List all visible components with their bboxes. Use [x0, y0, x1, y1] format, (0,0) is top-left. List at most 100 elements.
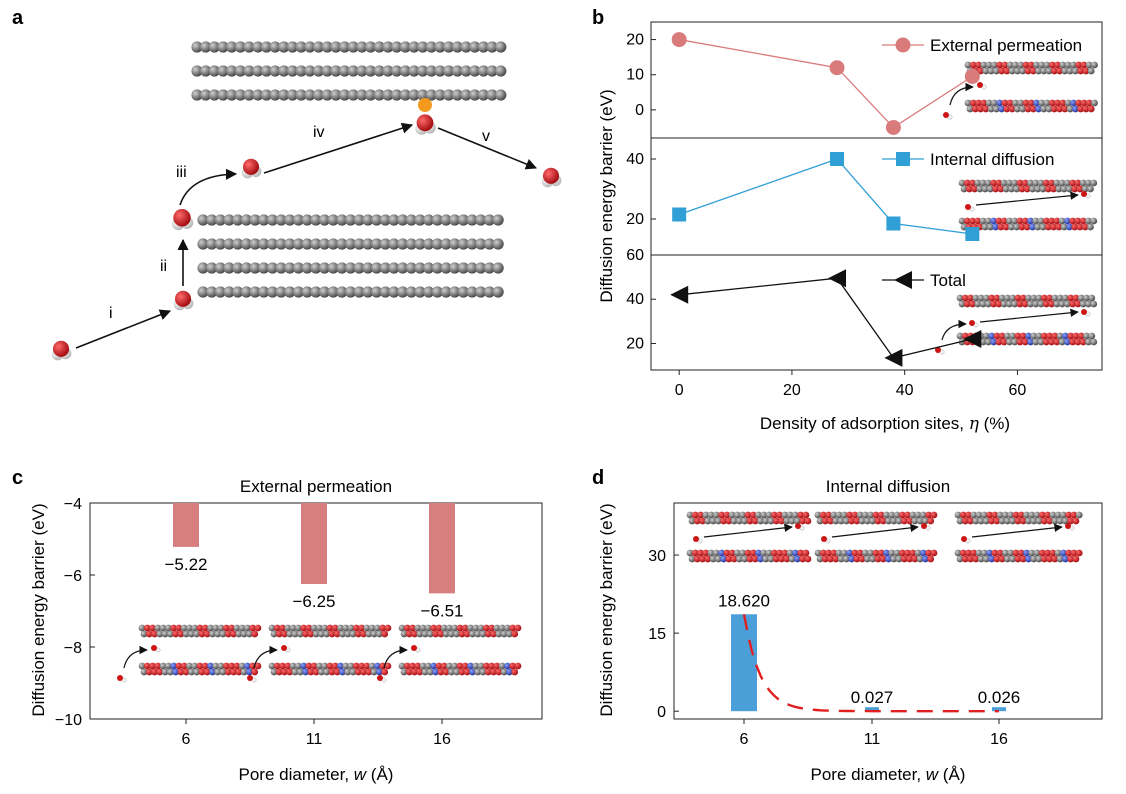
atom: [1049, 511, 1057, 519]
atom: [1067, 332, 1075, 340]
atom: [284, 286, 296, 298]
atom: [977, 67, 984, 75]
atom: [984, 338, 992, 346]
water-molecule: [117, 675, 127, 683]
atom: [972, 294, 980, 302]
atom: [138, 662, 146, 670]
atom: [284, 262, 296, 274]
atom: [223, 238, 235, 250]
atom: [457, 262, 469, 274]
atom: [490, 668, 497, 676]
atom: [1081, 185, 1089, 193]
atom: [469, 630, 476, 638]
water-molecule: [977, 82, 987, 90]
atom: [1030, 517, 1038, 525]
atom: [699, 555, 706, 563]
data-label: −6.25: [292, 592, 335, 611]
atom: [475, 286, 487, 298]
atom: [981, 185, 989, 193]
atom: [874, 555, 882, 563]
x-tick-label: 20: [783, 382, 801, 399]
atom: [842, 555, 850, 563]
atom: [757, 555, 764, 563]
atom: [1050, 67, 1058, 75]
atom: [1048, 338, 1055, 346]
atom: [172, 630, 180, 638]
atom: [258, 214, 270, 226]
y-tick-label: 20: [626, 32, 644, 49]
atom: [1065, 511, 1073, 519]
atom: [720, 555, 728, 563]
atom: [858, 555, 866, 563]
top-layer: [960, 185, 1094, 193]
atom: [191, 624, 199, 632]
atom: [1074, 179, 1082, 187]
atom: [209, 668, 216, 676]
atom: [954, 511, 962, 519]
atom: [431, 238, 443, 250]
atom: [1064, 179, 1071, 187]
atom: [269, 65, 281, 77]
atom: [980, 99, 988, 107]
atom: [1006, 217, 1013, 225]
atom: [448, 668, 455, 676]
atom: [166, 668, 174, 676]
atom: [728, 549, 736, 557]
atom: [1023, 223, 1031, 231]
oxygen-atom: [1081, 309, 1087, 315]
atom: [1037, 300, 1045, 308]
atom: [223, 286, 235, 298]
atom: [467, 624, 474, 632]
atom: [504, 662, 511, 670]
atom: [920, 511, 927, 519]
atom: [1009, 555, 1017, 563]
atom: [286, 65, 299, 77]
atom: [328, 668, 336, 676]
atom: [827, 555, 834, 563]
plot-frame: [673, 502, 1103, 720]
atom: [1016, 338, 1024, 346]
atom: [1046, 517, 1053, 525]
atom: [996, 61, 1004, 69]
atom: [431, 214, 443, 226]
atom: [1090, 338, 1098, 346]
atom: [161, 630, 169, 638]
atom: [961, 517, 969, 525]
atom: [851, 511, 859, 519]
atom: [371, 238, 383, 250]
atom: [170, 662, 178, 670]
atom: [234, 89, 246, 101]
atom: [744, 511, 752, 519]
atom: [214, 262, 226, 274]
y-tick-label: 20: [626, 211, 644, 228]
data-point: [965, 227, 980, 241]
atom: [1056, 67, 1063, 75]
atom: [333, 668, 341, 676]
atom: [353, 262, 365, 274]
data-point: [963, 330, 982, 349]
atom: [1048, 300, 1055, 308]
atom: [1029, 223, 1036, 231]
atom: [986, 549, 994, 557]
atom: [1007, 511, 1015, 519]
atom: [765, 549, 773, 557]
atom: [360, 630, 367, 638]
water-molecule: [821, 536, 831, 544]
bottom-layer: [960, 223, 1094, 231]
top-layer: [956, 294, 1096, 302]
atom: [883, 549, 890, 557]
atom: [974, 300, 982, 308]
atom: [409, 624, 416, 632]
atom: [1048, 179, 1055, 187]
atom: [217, 41, 229, 53]
atom: [286, 89, 299, 101]
atom: [744, 549, 752, 557]
atom: [1025, 517, 1032, 525]
water-molecule: [281, 645, 291, 653]
atom: [1072, 332, 1080, 340]
top-layer: [686, 511, 810, 519]
atom: [421, 630, 429, 638]
atom: [778, 517, 785, 525]
atom: [358, 662, 365, 670]
atom: [1032, 300, 1040, 308]
